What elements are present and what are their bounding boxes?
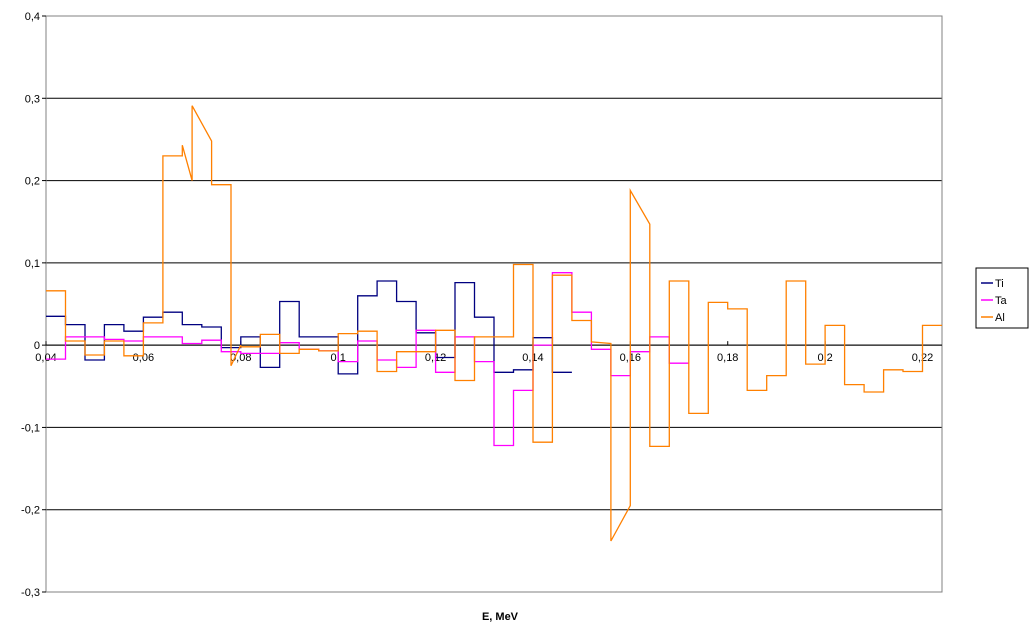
y-tick-label: 0: [34, 340, 40, 352]
series-line-al: [46, 105, 942, 542]
y-tick-label: -0,1: [21, 422, 40, 434]
x-tick-label: 0,04: [35, 352, 56, 364]
legend-label-ti: Ti: [995, 278, 1004, 290]
legend: Ti Ta Al: [975, 267, 1029, 329]
y-tick-label: -0,3: [21, 587, 40, 599]
x-axis-ticks: 0,04 0,06 0,08 0,1 0,12 0,14 0,16 0,18 0,2 0,22: [35, 341, 933, 364]
legend-label-ta: Ta: [995, 295, 1008, 307]
series-lines: [46, 105, 942, 542]
y-tick-label: 0,4: [25, 11, 40, 23]
legend-box: [975, 267, 1029, 329]
x-tick-label: 0,06: [133, 352, 154, 364]
y-tick-label: 0,2: [25, 176, 40, 188]
plot-area-frame: [45, 15, 943, 593]
y-tick-label: -0,2: [21, 505, 40, 517]
y-tick-label: 0,3: [25, 93, 40, 105]
legend-label-al: Al: [995, 312, 1005, 324]
x-axis-title: E, MeV: [482, 611, 519, 623]
series-line-ti: [46, 280, 572, 375]
y-axis-ticks: 0,4 0,3 0,2 0,1 0 -0,1 -0,2 -0,3: [21, 11, 46, 599]
y-tick-label: 0,1: [25, 258, 40, 270]
x-tick-label: 0,18: [717, 352, 738, 364]
